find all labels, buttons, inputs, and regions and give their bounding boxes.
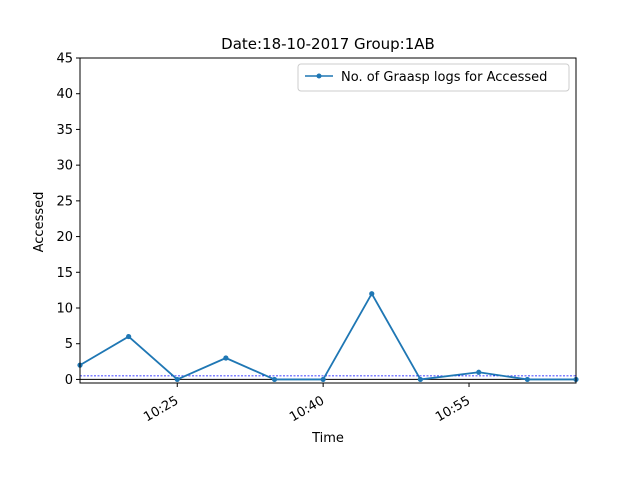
legend-box xyxy=(297,63,570,92)
legend-entry-label: No. of Graasp logs for Accessed xyxy=(341,70,547,85)
data-point xyxy=(476,369,482,375)
y-tick-label: 5 xyxy=(65,337,73,352)
data-point xyxy=(369,291,375,297)
y-tick-label: 35 xyxy=(56,123,73,138)
x-axis-label: Time xyxy=(311,431,344,446)
y-tick-label: 0 xyxy=(65,373,73,388)
y-tick-label: 30 xyxy=(56,159,73,174)
y-tick-label: 40 xyxy=(56,87,73,102)
data-point xyxy=(320,376,326,383)
data-point xyxy=(174,376,180,383)
y-tick-label: 15 xyxy=(56,266,73,281)
y-tick-label: 45 xyxy=(56,52,73,67)
data-point xyxy=(271,376,278,383)
y-axis-label: Accessed xyxy=(32,192,47,253)
data-point xyxy=(126,333,132,340)
data-point xyxy=(223,355,229,361)
y-tick-label: 10 xyxy=(56,302,73,317)
axes-frame xyxy=(79,57,577,384)
y-axis: 0 5 10 15 20 25 30 35 40 45 xyxy=(56,52,80,388)
data-point xyxy=(417,376,423,383)
chart-title: Date:18-10-2017 Group:1AB xyxy=(221,35,435,53)
y-tick-label: 20 xyxy=(56,230,73,245)
plot-area xyxy=(77,57,579,384)
y-tick-label: 25 xyxy=(56,194,73,209)
legend: No. of Graasp logs for Accessed xyxy=(297,63,570,92)
legend-marker-swatch xyxy=(316,73,322,79)
data-point xyxy=(524,376,530,383)
